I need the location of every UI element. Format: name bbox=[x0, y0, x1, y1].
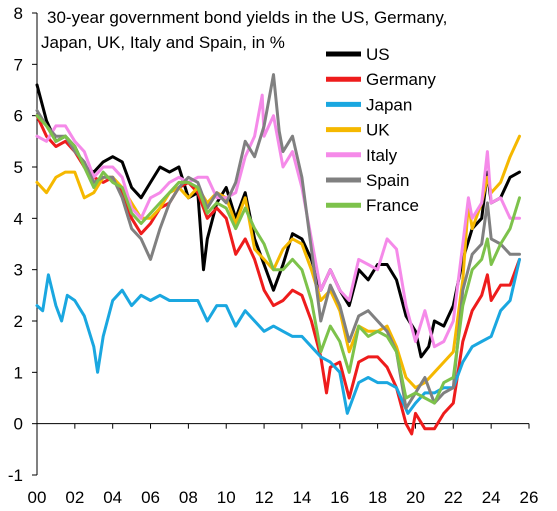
legend: US Germany Japan UK Italy Spain France bbox=[326, 45, 436, 215]
x-tick-label: 24 bbox=[482, 488, 501, 507]
chart-title-line-2: Japan, UK, Italy and Spain, in % bbox=[41, 33, 285, 52]
x-tick-label: 22 bbox=[444, 488, 463, 507]
y-tick-label: 5 bbox=[14, 158, 23, 177]
legend-label-italy: Italy bbox=[366, 146, 398, 165]
x-tick-label: 16 bbox=[330, 488, 349, 507]
legend-label-japan: Japan bbox=[366, 95, 412, 114]
x-tick-label: 04 bbox=[103, 488, 122, 507]
y-tick-label: 6 bbox=[14, 107, 23, 126]
y-tick-label: -1 bbox=[8, 466, 23, 485]
x-tick-label: 00 bbox=[28, 488, 47, 507]
legend-label-uk: UK bbox=[366, 121, 390, 140]
x-tick-label: 12 bbox=[255, 488, 274, 507]
series-line-japan bbox=[35, 257, 521, 415]
x-tick-label: 02 bbox=[65, 488, 84, 507]
y-tick-label: 3 bbox=[14, 261, 23, 280]
x-tick-label: 18 bbox=[368, 488, 387, 507]
series-line-spain bbox=[35, 73, 521, 410]
x-tick-label: 10 bbox=[217, 488, 236, 507]
y-tick-label: 2 bbox=[14, 312, 23, 331]
legend-label-france: France bbox=[366, 196, 419, 215]
chart-title: 30-year government bond yields in the US… bbox=[41, 8, 447, 52]
y-tick-label: 4 bbox=[14, 209, 23, 228]
series-line-germany bbox=[35, 114, 521, 436]
x-tick-label: 08 bbox=[179, 488, 198, 507]
series-line-france bbox=[35, 114, 521, 405]
series-line-us bbox=[35, 83, 521, 359]
series-line-uk bbox=[35, 134, 521, 390]
x-axis: 00 02 04 06 08 10 12 14 16 18 20 22 24 26 bbox=[28, 423, 539, 507]
x-tick-label: 26 bbox=[520, 488, 539, 507]
x-tick-label: 14 bbox=[292, 488, 311, 507]
legend-label-germany: Germany bbox=[366, 70, 436, 89]
series-line-italy bbox=[35, 93, 521, 349]
y-tick-label: 8 bbox=[14, 4, 23, 23]
x-tick-label: 06 bbox=[141, 488, 160, 507]
x-tick-label: 20 bbox=[406, 488, 425, 507]
y-tick-label: 7 bbox=[14, 55, 23, 74]
chart-title-line-1: 30-year government bond yields in the US… bbox=[47, 8, 447, 27]
y-axis: -1 0 1 2 3 4 5 6 7 8 bbox=[8, 4, 38, 485]
y-tick-label: 1 bbox=[14, 363, 23, 382]
legend-label-spain: Spain bbox=[366, 171, 409, 190]
legend-label-us: US bbox=[366, 45, 390, 64]
y-tick-label: 0 bbox=[14, 415, 23, 434]
series-layer bbox=[35, 73, 521, 436]
